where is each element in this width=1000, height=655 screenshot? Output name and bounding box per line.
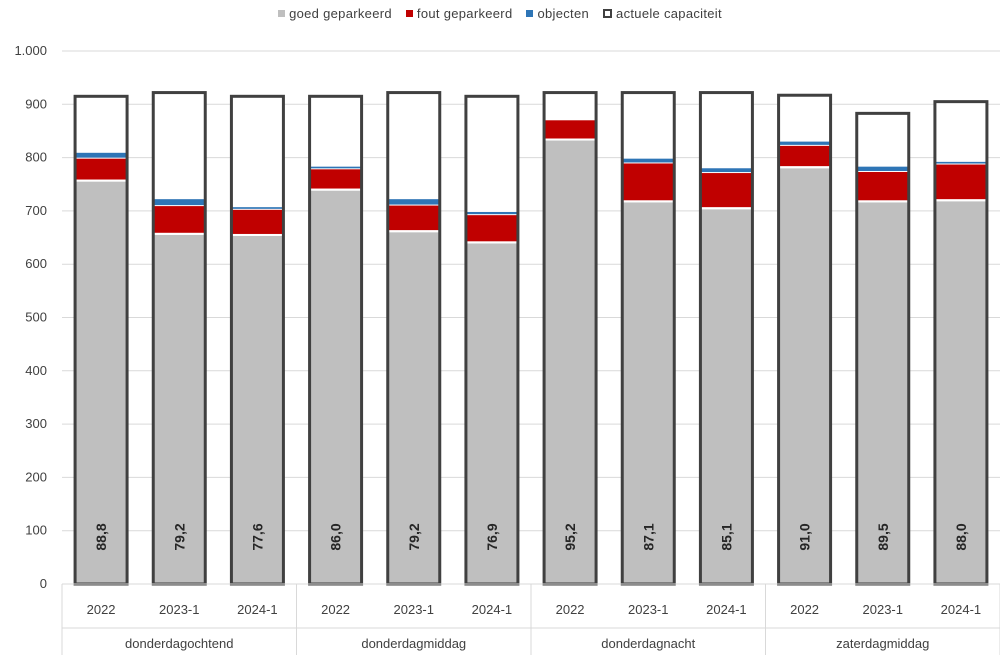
bar-fout [231,209,284,234]
legend-label-objecten: objecten [537,6,590,21]
bar-goed [75,181,128,584]
bar-fout [934,164,987,200]
legend-swatch-fout [405,10,413,17]
data-label: 89,5 [875,523,891,550]
bar-objecten [309,166,362,169]
bar-goed [153,234,206,584]
group-label: zaterdagmiddag [836,636,929,651]
legend-item-capaciteit: actuele capaciteit [603,6,722,21]
group-label: donderdagnacht [601,636,695,651]
x-tick-label: 2023-1 [159,602,199,617]
legend-item-fout: fout geparkeerd [405,6,513,21]
bar-objecten [934,161,987,164]
bar-fout [75,158,128,180]
bar-fout [700,173,753,208]
legend-swatch-capaciteit [603,9,613,18]
data-label: 95,2 [562,523,578,550]
bar-fout [153,206,206,233]
bar-fout [387,205,440,231]
legend-swatch-objecten [526,10,534,17]
data-label: 88,0 [953,523,969,550]
bar-goed [778,168,831,584]
x-tick-label: 2024-1 [237,602,277,617]
legend-label-fout: fout geparkeerd [416,6,513,21]
bar-goed [309,190,362,584]
y-tick-label: 0 [40,576,47,591]
y-tick-label: 600 [25,256,47,271]
bar-goed [465,243,518,584]
bar-objecten [153,199,206,206]
y-tick-label: 800 [25,150,47,165]
x-tick-label: 2023-1 [394,602,434,617]
data-label: 87,1 [640,523,656,550]
data-label: 79,2 [406,523,422,550]
group-label: donderdagochtend [125,636,233,651]
bar-goed [622,202,675,584]
legend: goed geparkeerd fout geparkeerd objecten… [0,6,1000,21]
y-tick-label: 400 [25,363,47,378]
bar-fout [778,145,831,167]
x-tick-label: 2024-1 [706,602,746,617]
bar-goed [387,232,440,584]
data-label: 86,0 [328,523,344,550]
x-tick-label: 2022 [321,602,350,617]
y-tick-label: 100 [25,523,47,538]
y-tick-label: 500 [25,310,47,325]
bar-goed [544,140,597,584]
bar-objecten [778,141,831,145]
x-tick-label: 2023-1 [628,602,668,617]
group-label: donderdagmiddag [361,636,466,651]
legend-swatch-goed [278,10,286,17]
data-label: 85,1 [718,523,734,550]
data-label: 77,6 [249,523,265,550]
y-tick-label: 1.000 [14,43,47,58]
bar-fout [544,120,597,139]
bar-objecten [622,158,675,163]
legend-label-capaciteit: actuele capaciteit [616,6,722,21]
x-tick-label: 2022 [87,602,116,617]
bar-fout [856,171,909,201]
x-tick-label: 2024-1 [941,602,981,617]
x-tick-label: 2024-1 [472,602,512,617]
y-tick-label: 900 [25,96,47,111]
data-label: 91,0 [797,523,813,550]
y-tick-label: 200 [25,469,47,484]
y-tick-label: 700 [25,203,47,218]
bar-fout [622,163,675,201]
bar-objecten [75,152,128,158]
x-tick-label: 2022 [790,602,819,617]
bar-goed [231,235,284,585]
data-label: 88,8 [93,523,109,550]
bar-fout [465,215,518,242]
bar-goed [934,201,987,584]
bar-objecten [700,168,753,173]
x-tick-label: 2023-1 [863,602,903,617]
x-tick-label: 2022 [556,602,585,617]
legend-item-objecten: objecten [526,6,589,21]
data-label: 76,9 [484,523,500,550]
data-label: 79,2 [171,523,187,550]
bar-objecten [231,207,284,209]
legend-label-goed: goed geparkeerd [289,6,392,21]
bar-objecten [465,211,518,215]
bar-objecten [856,166,909,171]
bar-fout [309,169,362,189]
bar-goed [856,202,909,584]
y-tick-label: 300 [25,416,47,431]
bar-goed [700,209,753,584]
bar-objecten [387,199,440,205]
legend-item-goed: goed geparkeerd [278,6,392,21]
